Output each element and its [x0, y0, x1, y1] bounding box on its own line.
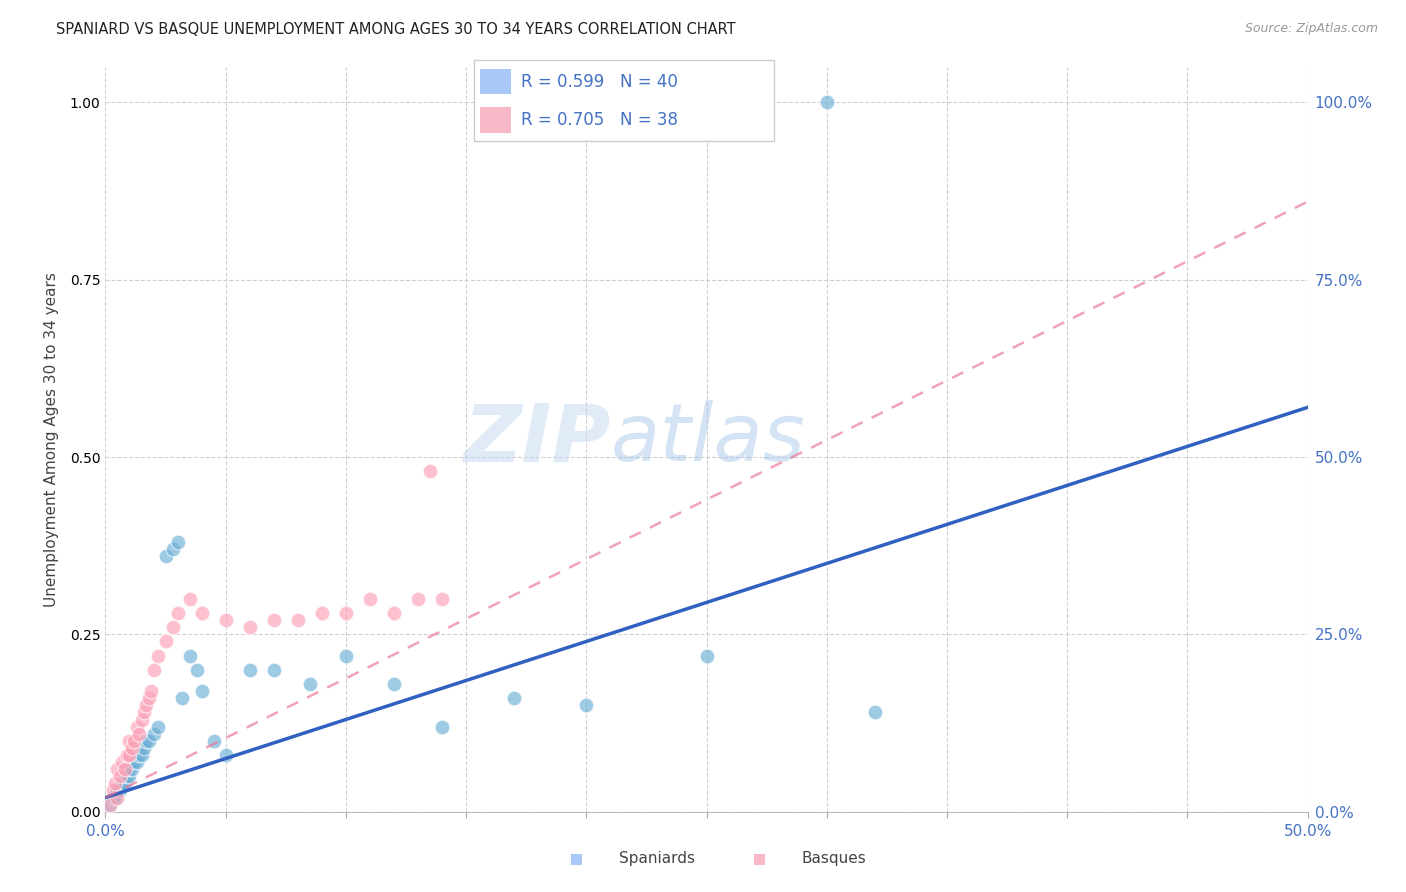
Point: [118, 747, 141, 762]
Point: [190, 684, 212, 698]
Point: [114, 776, 136, 790]
Point: [263, 663, 285, 677]
Point: [138, 691, 160, 706]
Point: [166, 535, 188, 549]
Y-axis label: Unemployment Among Ages 30 to 34 years: Unemployment Among Ages 30 to 34 years: [44, 272, 59, 607]
Point: [311, 606, 333, 620]
FancyBboxPatch shape: [474, 60, 775, 141]
Point: [335, 606, 357, 620]
Point: [142, 663, 165, 677]
Point: [124, 755, 146, 769]
Point: [121, 740, 143, 755]
Point: [382, 677, 405, 691]
Point: [118, 733, 141, 747]
Point: [214, 747, 236, 762]
Point: [179, 648, 201, 663]
Text: ▪: ▪: [752, 848, 766, 868]
Text: atlas: atlas: [610, 401, 806, 478]
Point: [107, 783, 129, 797]
Point: [430, 720, 453, 734]
Point: [101, 783, 124, 797]
Point: [190, 606, 212, 620]
Point: [239, 620, 262, 634]
Text: Source: ZipAtlas.com: Source: ZipAtlas.com: [1244, 22, 1378, 36]
Point: [132, 706, 155, 720]
Point: [172, 691, 194, 706]
Point: [115, 747, 138, 762]
Point: [287, 613, 309, 627]
Point: [128, 727, 150, 741]
Point: [111, 776, 134, 790]
Point: [166, 606, 188, 620]
Point: [214, 613, 236, 627]
Point: [815, 95, 838, 110]
Point: [162, 620, 184, 634]
Point: [125, 755, 148, 769]
Point: [162, 542, 184, 557]
Point: [111, 755, 134, 769]
Point: [359, 591, 381, 606]
Point: [128, 747, 150, 762]
Point: [131, 713, 153, 727]
Text: R = 0.599   N = 40: R = 0.599 N = 40: [520, 73, 678, 91]
Point: [298, 677, 321, 691]
Text: SPANIARD VS BASQUE UNEMPLOYMENT AMONG AGES 30 TO 34 YEARS CORRELATION CHART: SPANIARD VS BASQUE UNEMPLOYMENT AMONG AG…: [56, 22, 735, 37]
Point: [135, 698, 157, 713]
Point: [124, 733, 146, 747]
Text: ▪: ▪: [569, 848, 583, 868]
Point: [131, 747, 153, 762]
Point: [696, 648, 718, 663]
Point: [142, 727, 165, 741]
Point: [138, 733, 160, 747]
Point: [101, 790, 124, 805]
Point: [155, 549, 177, 564]
Point: [125, 720, 148, 734]
Point: [98, 797, 121, 812]
Point: [108, 783, 131, 797]
Point: [863, 706, 886, 720]
Text: R = 0.705   N = 38: R = 0.705 N = 38: [520, 111, 678, 128]
Point: [132, 740, 155, 755]
Point: [139, 684, 162, 698]
Point: [148, 648, 170, 663]
Point: [114, 762, 136, 776]
Point: [148, 720, 170, 734]
Text: Basques: Basques: [801, 851, 866, 865]
Point: [118, 769, 141, 783]
Point: [107, 790, 129, 805]
Text: ZIP: ZIP: [463, 401, 610, 478]
Point: [382, 606, 405, 620]
Point: [335, 648, 357, 663]
Point: [121, 762, 143, 776]
Point: [406, 591, 429, 606]
Point: [104, 790, 127, 805]
Bar: [481, 107, 512, 133]
Point: [135, 733, 157, 747]
Point: [115, 769, 138, 783]
Point: [118, 762, 141, 776]
Point: [419, 464, 441, 478]
Point: [239, 663, 262, 677]
Point: [98, 797, 121, 812]
Point: [575, 698, 598, 713]
Point: [107, 762, 129, 776]
Point: [503, 691, 526, 706]
Point: [263, 613, 285, 627]
Point: [104, 776, 127, 790]
Text: Spaniards: Spaniards: [619, 851, 695, 865]
Point: [186, 663, 208, 677]
Point: [202, 733, 225, 747]
Point: [155, 634, 177, 648]
Bar: [481, 69, 512, 95]
Point: [430, 591, 453, 606]
Point: [108, 769, 131, 783]
Point: [179, 591, 201, 606]
